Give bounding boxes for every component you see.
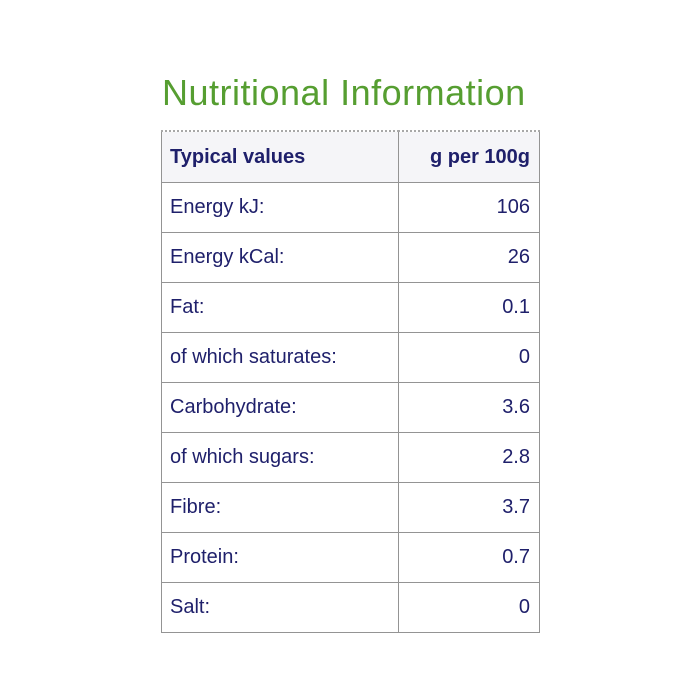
table-row: Carbohydrate: 3.6 (161, 382, 540, 433)
table-body: Energy kJ: 106 Energy kCal: 26 Fat: 0.1 … (161, 182, 540, 633)
nutrient-value: 2.8 (398, 432, 540, 483)
nutrient-value: 106 (398, 182, 540, 233)
page-title: Nutritional Information (162, 72, 526, 113)
table-row: of which saturates: 0 (161, 332, 540, 383)
nutrient-label: Carbohydrate: (161, 382, 399, 433)
table-row: Protein: 0.7 (161, 532, 540, 583)
nutrient-label: Energy kJ: (161, 182, 399, 233)
nutrient-value: 26 (398, 232, 540, 283)
table-row: Energy kJ: 106 (161, 182, 540, 233)
nutrient-value: 0.7 (398, 532, 540, 583)
nutrient-value: 3.6 (398, 382, 540, 433)
table-header-row: Typical values g per 100g (161, 130, 540, 183)
nutrient-label: of which sugars: (161, 432, 399, 483)
nutrient-label: of which saturates: (161, 332, 399, 383)
column-header-g-per-100g: g per 100g (398, 130, 540, 183)
table-row: of which sugars: 2.8 (161, 432, 540, 483)
nutrient-label: Fibre: (161, 482, 399, 533)
nutrient-label: Protein: (161, 532, 399, 583)
nutrient-value: 0 (398, 332, 540, 383)
nutrition-table: Typical values g per 100g Energy kJ: 106… (161, 130, 540, 633)
nutrient-value: 0 (398, 582, 540, 633)
column-header-typical-values: Typical values (161, 130, 399, 183)
nutrient-value: 0.1 (398, 282, 540, 333)
nutrient-value: 3.7 (398, 482, 540, 533)
nutrient-label: Energy kCal: (161, 232, 399, 283)
table-row: Fat: 0.1 (161, 282, 540, 333)
nutrient-label: Fat: (161, 282, 399, 333)
table-row: Fibre: 3.7 (161, 482, 540, 533)
table-row: Energy kCal: 26 (161, 232, 540, 283)
nutrient-label: Salt: (161, 582, 399, 633)
table-row: Salt: 0 (161, 582, 540, 633)
